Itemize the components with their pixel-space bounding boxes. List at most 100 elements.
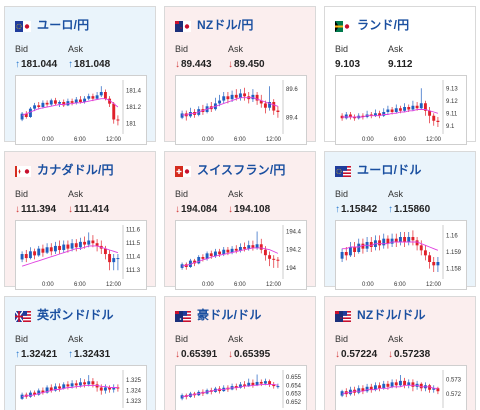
ask-value: ↑181.048 (68, 59, 110, 70)
rate-card-ch-jp[interactable]: スイスフラン/円 Bid Ask ↓194.084 ↓194.108 194.4 194.2… (164, 151, 316, 290)
candle-body (247, 382, 251, 387)
rate-card-za-jp[interactable]: ランド/円 Bid Ask ↓9.103 ↓9.112 9.13 9.12 9.11 9.1 0:… (324, 6, 476, 145)
candle-body (49, 100, 53, 105)
card-title-row[interactable]: ユーロ/円 (15, 16, 89, 32)
candle-body (91, 96, 95, 99)
candle-body (83, 241, 87, 245)
rate-card-nz-us[interactable]: NZドル/ドル Bid Ask ↓0.57224 ↓0.57238 0.573 0.572 (324, 296, 476, 410)
card-title-row[interactable]: ユーロ/ドル (335, 161, 422, 177)
candle-body (373, 113, 377, 116)
candle-body (74, 99, 78, 103)
currency-pair-title[interactable]: カナダドル/円 (37, 162, 114, 177)
candle-body (386, 109, 390, 112)
candle-body (378, 113, 382, 116)
candle-body (37, 248, 41, 256)
rate-card-ca-jp[interactable]: カナダドル/円 Bid Ask ↓111.394 ↓111.414 111.6 111.5 1… (4, 151, 156, 290)
x-tick-label: 0:00 (202, 282, 214, 288)
candle-body (428, 255, 432, 262)
bid-number: 1.32421 (21, 349, 58, 360)
currency-pair-title[interactable]: ランド/円 (357, 17, 410, 32)
candle-body (369, 242, 373, 247)
candle-body (369, 386, 373, 390)
candle-body (247, 245, 251, 249)
candle-body (259, 244, 263, 250)
ask-label: Ask (68, 334, 84, 344)
candlestick-chart[interactable]: 1.325 1.324 1.323 (15, 365, 147, 410)
candle-body (403, 107, 407, 111)
candle-body (419, 383, 423, 389)
candlestick-chart[interactable]: 181.4 181.2 181 0:00 6:00 12:00 (15, 75, 147, 145)
candle-body (20, 254, 24, 260)
candle-body (24, 113, 28, 117)
bid-value: ↓0.65391 (175, 349, 217, 360)
candlestick-chart[interactable]: 0.573 0.572 (335, 365, 467, 410)
rate-card-eu-jp[interactable]: ユーロ/円 Bid Ask ↑181.044 ↑181.048 181.4 181.2 181… (4, 6, 156, 145)
candlestick-chart[interactable]: 194.4 194.2 194 0:00 6:00 12:00 (175, 220, 307, 290)
candle-body (53, 245, 57, 252)
candlestick-chart[interactable]: 111.6 111.5 111.4 111.3 0:00 6:00 12:00 (15, 220, 147, 290)
candle-body (234, 248, 238, 251)
ask-value: ↑1.15860 (388, 204, 430, 215)
bid-value: ↓9.103 (335, 59, 360, 70)
candle-body (432, 388, 436, 390)
candle-body (276, 110, 280, 112)
card-title-row[interactable]: 英ポンド/ドル (14, 306, 114, 322)
candle-body (91, 240, 95, 244)
candle-body (251, 245, 255, 248)
y-tick-label: 194.2 (286, 248, 302, 254)
candlestick-chart[interactable]: 9.13 9.12 9.11 9.1 0:00 6:00 12:00 (335, 75, 467, 145)
card-title-row[interactable]: ランド/円 (335, 16, 409, 32)
rate-card-nz-jp[interactable]: NZドル/円 Bid Ask ↓89.443 ↓89.450 89.6 89.4 0:00 6:… (164, 6, 316, 145)
rate-card-gb-us[interactable]: 英ポンド/ドル Bid Ask ↑1.32421 ↑1.32431 1.325 1.324 1… (4, 296, 156, 410)
rate-card-eu-us[interactable]: ユーロ/ドル Bid Ask ↑1.15842 ↑1.15860 1.16 1.159 1.1… (324, 151, 476, 290)
currency-pair-title[interactable]: ユーロ/円 (37, 17, 90, 32)
y-tick-label: 0.652 (286, 400, 302, 406)
candle-body (243, 247, 247, 249)
candle-body (24, 254, 28, 259)
currency-pair-title[interactable]: NZドル/ドル (357, 307, 426, 322)
candle-body (415, 105, 419, 109)
candle-body (66, 384, 70, 387)
y-tick-label: 9.1 (446, 124, 455, 130)
candle-body (272, 102, 276, 111)
currency-pair-title[interactable]: ユーロ/ドル (357, 162, 422, 177)
candlestick-chart[interactable]: 1.16 1.159 1.158 0:00 6:00 12:00 (335, 220, 467, 290)
card-title-row[interactable]: カナダドル/円 (15, 161, 114, 177)
ask-label: Ask (228, 189, 244, 199)
candle-body (58, 245, 62, 250)
rate-card-au-us[interactable]: 豪ドル/ドル Bid Ask ↓0.65391 ↓0.65395 0.655 0.654 0.… (164, 296, 316, 410)
candle-body (268, 381, 272, 385)
card-title-row[interactable]: NZドル/円 (175, 16, 254, 32)
bid-number: 89.443 (181, 59, 212, 70)
currency-pair-title[interactable]: 英ポンド/ドル (37, 307, 114, 322)
currency-flag-icon (14, 309, 31, 322)
card-title-row[interactable]: NZドル/ドル (335, 306, 426, 322)
moving-average-line (21, 384, 118, 398)
currency-pair-title[interactable]: NZドル/円 (197, 17, 254, 32)
candlestick-chart[interactable]: 89.6 89.4 0:00 6:00 12:00 (175, 75, 307, 145)
candle-body (70, 101, 74, 103)
candle-body (419, 245, 423, 251)
x-tick-label: 12:00 (106, 282, 122, 288)
candlestick-chart[interactable]: 0.655 0.654 0.653 0.652 (175, 365, 307, 410)
ask-label: Ask (228, 44, 244, 54)
candle-body (340, 391, 344, 396)
candle-body (234, 94, 238, 98)
currency-pair-title[interactable]: スイスフラン/円 (197, 162, 286, 177)
candle-body (423, 250, 427, 256)
card-title-row[interactable]: 豪ドル/ドル (175, 306, 262, 322)
chart-svg: 0.655 0.654 0.653 0.652 (180, 370, 302, 408)
candle-body (407, 237, 411, 242)
candle-body (365, 386, 369, 392)
x-tick-label: 0:00 (42, 282, 54, 288)
candle-body (87, 381, 91, 385)
card-title-row[interactable]: スイスフラン/円 (175, 161, 286, 177)
y-tick-label: 194 (286, 266, 297, 272)
candle-body (83, 98, 87, 102)
bid-value: ↑1.15842 (335, 204, 377, 215)
currency-pair-title[interactable]: 豪ドル/ドル (197, 307, 262, 322)
candle-body (238, 93, 242, 98)
chart-svg: 9.13 9.12 9.11 9.1 0:00 6:00 12:00 (340, 80, 458, 143)
candle-body (108, 98, 112, 104)
